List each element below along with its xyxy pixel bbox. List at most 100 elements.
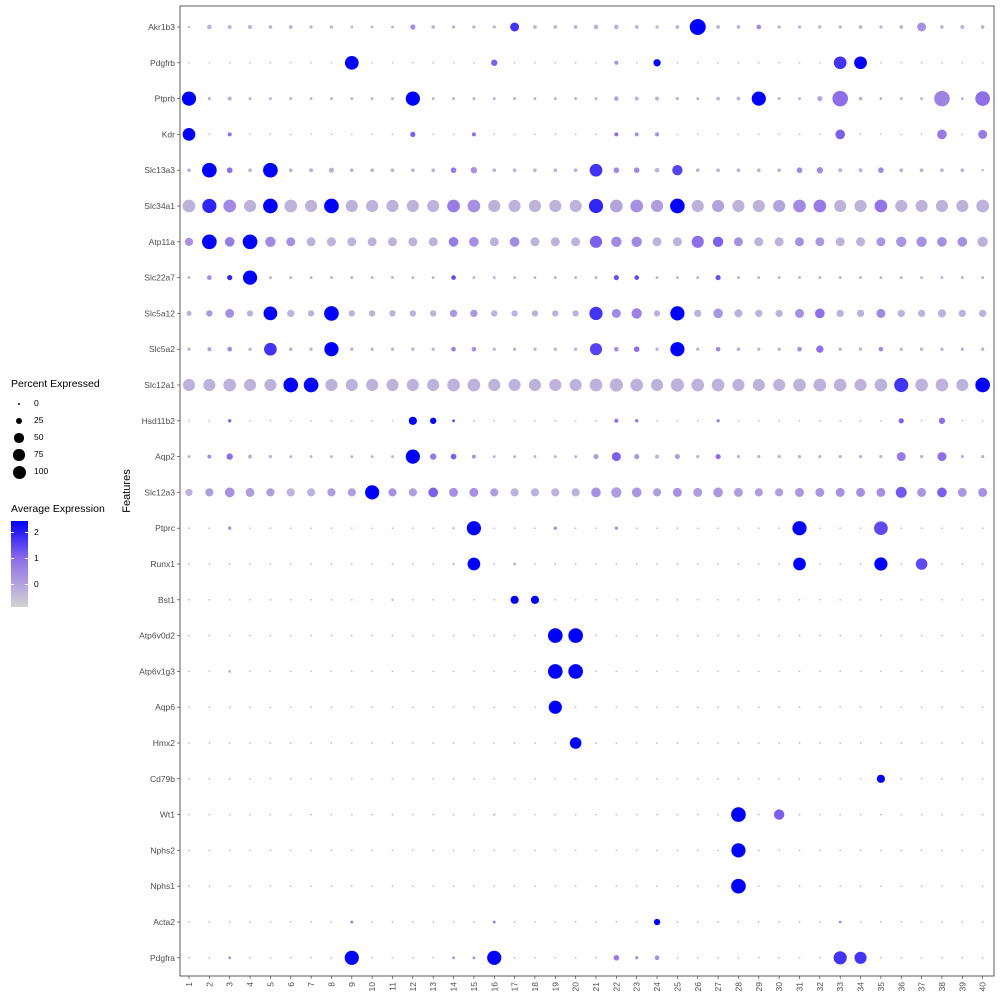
dot (348, 310, 355, 317)
cluster-label: 4 (245, 982, 255, 987)
dot (900, 742, 903, 744)
dot (696, 634, 699, 637)
dot (737, 61, 740, 64)
dot (432, 706, 435, 709)
cluster-label: 2 (204, 982, 214, 987)
dot (248, 168, 252, 173)
dot (737, 706, 740, 709)
dot (452, 742, 455, 744)
dot (208, 527, 211, 530)
dot (691, 235, 704, 248)
dot (534, 670, 536, 673)
dot (676, 921, 679, 923)
dot (919, 347, 924, 351)
dot (981, 169, 984, 172)
dot (452, 777, 455, 780)
dot (388, 488, 397, 497)
dot (513, 133, 516, 136)
dot (634, 132, 639, 137)
dot (778, 885, 780, 888)
dot (553, 276, 557, 280)
dot (513, 813, 516, 816)
dot (676, 956, 679, 959)
dot (451, 25, 456, 29)
dot (412, 777, 414, 780)
dot (689, 19, 706, 35)
dot (717, 742, 719, 744)
dot (874, 557, 888, 571)
dot (370, 97, 374, 101)
dot (493, 133, 496, 136)
dot (242, 234, 258, 250)
dot (654, 955, 660, 961)
dot (269, 777, 272, 780)
dot (757, 454, 761, 459)
dot (412, 598, 414, 601)
dot (915, 378, 928, 392)
dot (553, 526, 557, 530)
dot (856, 487, 866, 497)
color-legend-tick (25, 532, 28, 533)
dot (634, 96, 639, 101)
dot (854, 199, 867, 213)
cluster-label: 33 (835, 982, 845, 992)
dot (613, 954, 620, 961)
dot (839, 777, 842, 780)
dot (900, 670, 903, 673)
dot (513, 956, 516, 959)
dot (978, 309, 987, 318)
dot (330, 849, 333, 852)
dot (895, 486, 907, 498)
dot (249, 777, 251, 780)
dot (534, 742, 536, 744)
dot (569, 378, 582, 392)
dot (676, 849, 679, 852)
dot (793, 378, 806, 392)
dot (310, 61, 312, 64)
dot (696, 956, 699, 959)
dot (736, 96, 741, 101)
dot (574, 61, 577, 64)
dot (795, 487, 804, 497)
dot (427, 199, 440, 213)
dot (411, 168, 415, 173)
dot (432, 885, 435, 888)
dot (223, 378, 237, 392)
dot (411, 276, 415, 280)
dot (635, 921, 638, 923)
cluster-label: 17 (510, 982, 520, 992)
dot (752, 199, 765, 213)
dot (228, 813, 231, 816)
dot (263, 162, 278, 178)
dot (920, 885, 923, 888)
dot (775, 488, 784, 497)
cluster-label: 3 (225, 982, 235, 987)
dot (615, 634, 618, 637)
dot (330, 706, 333, 709)
dot (534, 634, 536, 637)
dot (430, 417, 437, 424)
dot (920, 61, 923, 64)
dot (595, 670, 597, 673)
dot (975, 377, 990, 393)
dot (777, 454, 781, 459)
dot (330, 97, 333, 101)
dot (569, 737, 582, 749)
dot (554, 133, 557, 136)
dot (696, 97, 700, 101)
dot (513, 97, 517, 101)
dot (858, 96, 863, 101)
dot (309, 347, 313, 351)
dot (757, 849, 760, 852)
dot (573, 25, 578, 29)
cluster-label: 6 (286, 982, 296, 987)
dot (447, 199, 460, 213)
dot (880, 634, 882, 637)
dot (737, 742, 740, 744)
dot (696, 849, 699, 852)
dot (371, 813, 373, 816)
dot (594, 97, 598, 101)
dot (391, 921, 394, 923)
dot (249, 742, 251, 744)
dot (593, 24, 599, 30)
